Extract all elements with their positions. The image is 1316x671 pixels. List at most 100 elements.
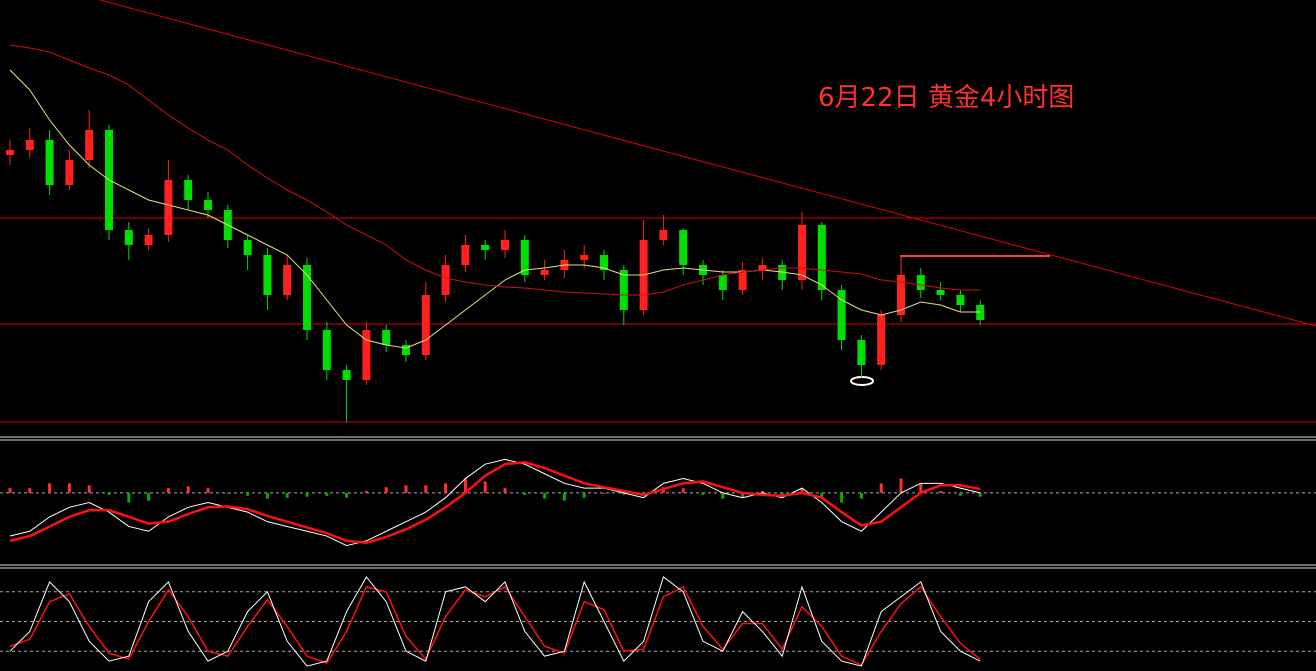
signal-line — [9, 460, 981, 545]
macd-bar — [444, 483, 448, 493]
candle-body — [421, 295, 430, 355]
macd-bar — [622, 492, 626, 495]
macd-bar — [226, 492, 230, 494]
moving-average — [9, 69, 981, 349]
candle-body — [144, 235, 153, 245]
candle-body — [718, 275, 727, 290]
candle-body — [461, 245, 470, 265]
macd-bar — [523, 492, 527, 495]
candle-body — [441, 265, 450, 295]
macd-bar — [741, 492, 745, 498]
macd-bar — [681, 488, 685, 493]
candle-body — [659, 230, 668, 240]
candle-body — [738, 270, 747, 290]
candle-body — [124, 230, 133, 245]
candle-body — [877, 315, 886, 365]
macd-bar — [879, 483, 883, 493]
trend-line — [99, 0, 1316, 327]
macd-bar — [8, 488, 12, 493]
low-marker — [850, 376, 874, 386]
macd-bar — [543, 492, 547, 499]
candle-body — [837, 290, 846, 340]
macd-bar — [721, 492, 725, 499]
candle-body — [798, 225, 806, 280]
macd-bar — [919, 483, 923, 493]
macd-bar — [503, 488, 507, 493]
candle-body — [362, 330, 371, 380]
macd-bar — [147, 492, 151, 501]
macd-bar — [48, 483, 52, 493]
candle-body — [243, 240, 252, 255]
macd-bar — [305, 492, 309, 497]
candle-body — [382, 330, 391, 345]
macd-bar — [859, 492, 863, 499]
macd-bar — [107, 492, 111, 495]
candle-body — [580, 255, 589, 260]
macd-bar — [780, 492, 784, 495]
candle-body — [956, 295, 965, 305]
candle-body — [600, 255, 608, 270]
macd-bar — [127, 492, 131, 503]
candle-body — [303, 265, 311, 330]
chart-title: 6月22日 黄金4小时图 — [818, 83, 1074, 113]
macd-bar — [424, 485, 428, 493]
macd-bar — [760, 491, 764, 493]
candle-body — [501, 240, 509, 250]
macd-bar — [602, 492, 606, 494]
macd-bar — [840, 492, 844, 503]
candle-body — [322, 330, 331, 370]
candle-body — [25, 140, 34, 150]
candle-body — [540, 270, 549, 275]
macd-line — [9, 458, 981, 547]
macd-bar — [800, 488, 804, 493]
candle-body — [936, 290, 945, 295]
candle-body — [6, 150, 14, 155]
candle-body — [679, 230, 688, 265]
candle-body — [85, 130, 94, 160]
candle-body — [481, 245, 490, 250]
candle-body — [45, 140, 54, 185]
candle-body — [164, 180, 173, 235]
macd-bar — [384, 487, 388, 493]
candle-body — [184, 180, 193, 200]
macd-bar — [701, 492, 705, 495]
candle-body — [758, 265, 767, 270]
candle-body — [817, 225, 826, 290]
macd-bar — [562, 492, 566, 501]
macd-bar — [978, 492, 982, 497]
macd-bar — [958, 492, 962, 496]
macd-bar — [404, 485, 408, 493]
macd-bar — [899, 478, 903, 493]
macd-bar — [285, 492, 289, 498]
macd-bar — [166, 488, 170, 493]
macd-bar — [325, 492, 329, 496]
macd-bar — [28, 488, 32, 493]
macd-bar — [67, 483, 71, 493]
macd-bar — [345, 492, 349, 498]
macd-bar — [364, 491, 368, 493]
macd-bar — [186, 486, 190, 493]
candle-body — [283, 265, 292, 295]
candle-body — [857, 340, 866, 365]
candle-body — [342, 370, 351, 380]
macd-bar — [483, 481, 487, 493]
macd-bar — [246, 492, 250, 496]
candle-body — [897, 275, 905, 315]
macd-bar — [206, 488, 210, 493]
macd-bar — [939, 491, 943, 493]
candle-body — [263, 255, 272, 295]
candle-body — [916, 275, 925, 290]
macd-bar — [820, 492, 824, 498]
macd-bar — [265, 492, 269, 499]
macd-bar — [87, 485, 91, 493]
macd-bar — [582, 492, 586, 498]
candle-body — [402, 345, 410, 355]
candle-body — [520, 240, 529, 275]
candle-body — [619, 270, 628, 310]
candle-body — [65, 160, 74, 185]
candle-body — [204, 200, 212, 210]
moving-average — [9, 44, 981, 296]
